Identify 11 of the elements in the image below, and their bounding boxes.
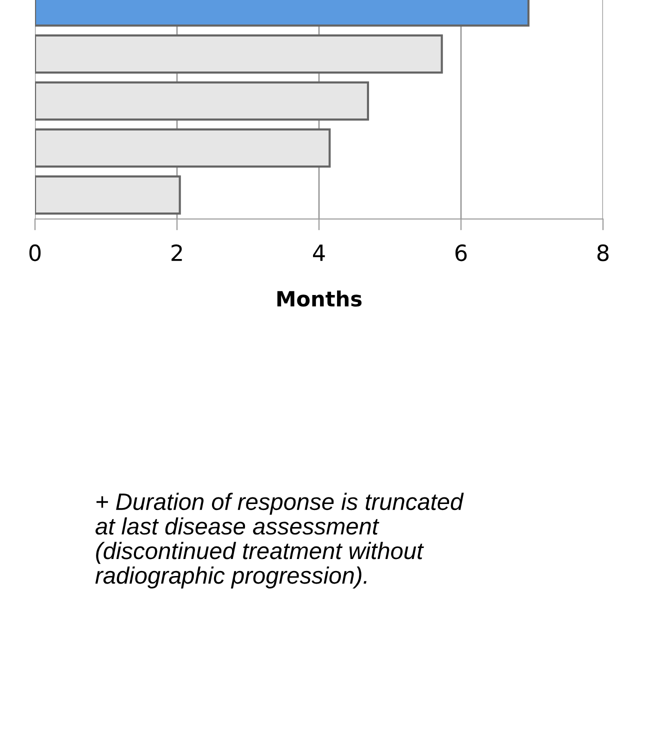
text: + Duration of response is truncated at last disease assessment (discontinued treatment without radiographic progression). [95, 492, 464, 588]
bar [35, 128, 331, 168]
bar [35, 34, 443, 74]
x-tick-label: 0 [29, 244, 41, 262]
bar [35, 81, 370, 121]
x-tick-label: 6 [455, 244, 467, 262]
bar [35, 175, 181, 215]
x-tick-label: 4 [313, 244, 325, 261]
x-axis-title: Months [277, 290, 362, 307]
x-tick-label: 8 [597, 244, 609, 262]
x-tick-label: 2 [172, 244, 182, 261]
